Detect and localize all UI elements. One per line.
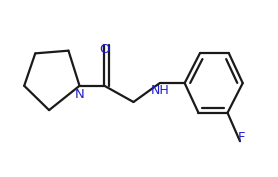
Text: N: N [75,88,85,101]
Text: NH: NH [151,84,170,98]
Text: F: F [238,131,245,144]
Text: O: O [99,43,110,56]
